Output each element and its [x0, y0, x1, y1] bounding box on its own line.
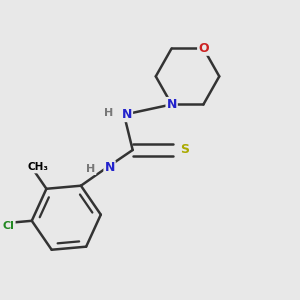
Text: H: H [103, 108, 113, 118]
Text: N: N [104, 161, 115, 174]
Text: N: N [167, 98, 177, 111]
Text: N: N [122, 108, 132, 121]
Text: O: O [198, 42, 209, 55]
Text: CH₃: CH₃ [27, 163, 48, 172]
Text: H: H [86, 164, 95, 174]
Text: S: S [180, 143, 189, 157]
Text: Cl: Cl [3, 220, 15, 230]
